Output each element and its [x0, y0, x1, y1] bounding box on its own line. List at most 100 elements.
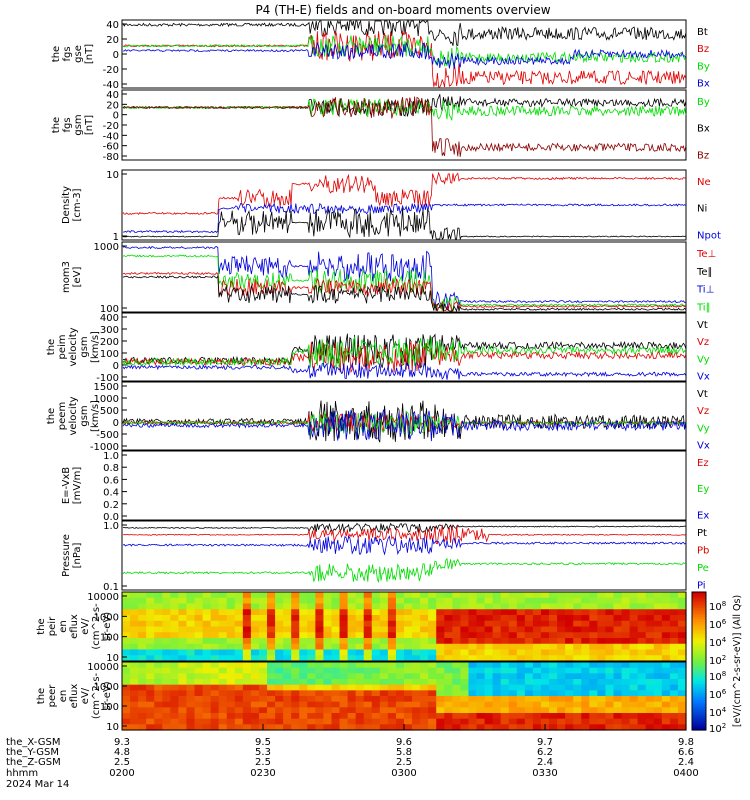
heat-cell [484, 615, 494, 622]
heat-cell [557, 592, 566, 599]
heat-cell [613, 638, 623, 645]
heat-cell [283, 615, 292, 622]
heat-cell [565, 667, 574, 674]
colorbar-tick-label: 102 [709, 654, 726, 667]
heat-cell [291, 724, 300, 731]
heat-cell [621, 673, 631, 680]
heat-cell [194, 638, 204, 645]
heat-cell [613, 592, 623, 599]
heat-cell [549, 609, 558, 616]
heat-cell [395, 615, 405, 622]
heat-cell [395, 649, 405, 656]
heat-cell [508, 707, 518, 714]
heat-cell [154, 597, 163, 605]
heat-cell [669, 643, 679, 651]
heat-cell [299, 638, 308, 645]
heat-cell [347, 655, 357, 662]
heat-cell [186, 603, 196, 610]
heat-cell [178, 643, 188, 651]
heat-cell [613, 673, 623, 680]
heat-cell [436, 707, 445, 714]
heat-cell [428, 649, 437, 656]
heat-cell [130, 679, 139, 686]
heat-cell [653, 679, 663, 686]
heat-cell [258, 684, 268, 691]
heat-cell [299, 690, 308, 697]
heat-cell [355, 603, 365, 610]
heat-cell [549, 655, 558, 662]
heat-cell [315, 615, 325, 622]
heat-cell [524, 690, 534, 697]
heat-cell [146, 684, 155, 691]
heat-cell [218, 620, 228, 628]
heat-cell [258, 603, 268, 610]
heat-cell [476, 667, 486, 674]
heat-cell [412, 632, 421, 639]
heat-cell [452, 643, 461, 651]
heat-cell [339, 724, 349, 731]
heat-cell [468, 592, 478, 599]
heat-cell [162, 701, 171, 708]
heat-cell [444, 713, 453, 720]
heat-cell [138, 638, 147, 645]
legend-Ti∥: Ti∥ [696, 302, 711, 313]
ytick-label: 0.1 [103, 582, 119, 593]
heat-cell [629, 597, 639, 605]
heat-cell [428, 707, 437, 714]
heat-cell [226, 592, 236, 599]
ylabel-line: peer [47, 684, 58, 708]
heat-cell [653, 649, 663, 656]
heat-cell [331, 655, 341, 662]
heat-cell [323, 620, 333, 628]
heat-cell [170, 713, 179, 720]
heat-cell [347, 638, 357, 645]
heat-cell [170, 655, 179, 662]
heat-cell [637, 609, 647, 616]
heat-cell [629, 679, 639, 686]
heat-cell [355, 662, 365, 669]
heat-cell [387, 620, 397, 628]
heat-cell [597, 707, 607, 714]
heat-cell [597, 679, 607, 686]
heat-cell [420, 615, 429, 622]
heat-cell [653, 597, 663, 605]
heat-cell [605, 626, 615, 633]
heat-cell [202, 662, 212, 669]
heat-cell [299, 620, 308, 628]
heat-cell [194, 673, 204, 680]
heat-cell [645, 684, 655, 691]
heat-cell [226, 620, 236, 628]
ytick-label: 10 [106, 722, 119, 733]
heat-cell [291, 662, 300, 669]
heat-cell [565, 718, 574, 725]
heat-cell [468, 649, 478, 656]
ytick-label: 0.6 [103, 475, 119, 486]
heat-cell [589, 673, 598, 680]
series-line-red [122, 30, 687, 88]
heat-cell [404, 632, 413, 639]
heat-cell [444, 632, 453, 639]
heat-cell [162, 662, 171, 669]
heat-cell [677, 643, 687, 651]
heat-cell [130, 684, 139, 691]
heat-cell [629, 701, 639, 708]
heat-cell [315, 701, 325, 708]
heat-cell [363, 615, 373, 622]
heat-cell [395, 638, 405, 645]
heat-cell [347, 684, 357, 691]
colorbar-label: [eV/(cm^2-s-sr-eV)] (All Qs) [732, 595, 743, 727]
heat-cell [476, 724, 486, 731]
heat-cell [194, 667, 204, 674]
heat-cell [250, 626, 260, 633]
heat-cell [557, 718, 566, 725]
heat-cell [315, 609, 325, 616]
heat-cell [452, 620, 461, 628]
heat-cell [130, 696, 139, 703]
heat-cell [379, 620, 389, 628]
heat-cell [371, 701, 381, 708]
heat-cell [573, 707, 582, 714]
heat-cell [130, 713, 139, 720]
heat-cell [355, 632, 365, 639]
